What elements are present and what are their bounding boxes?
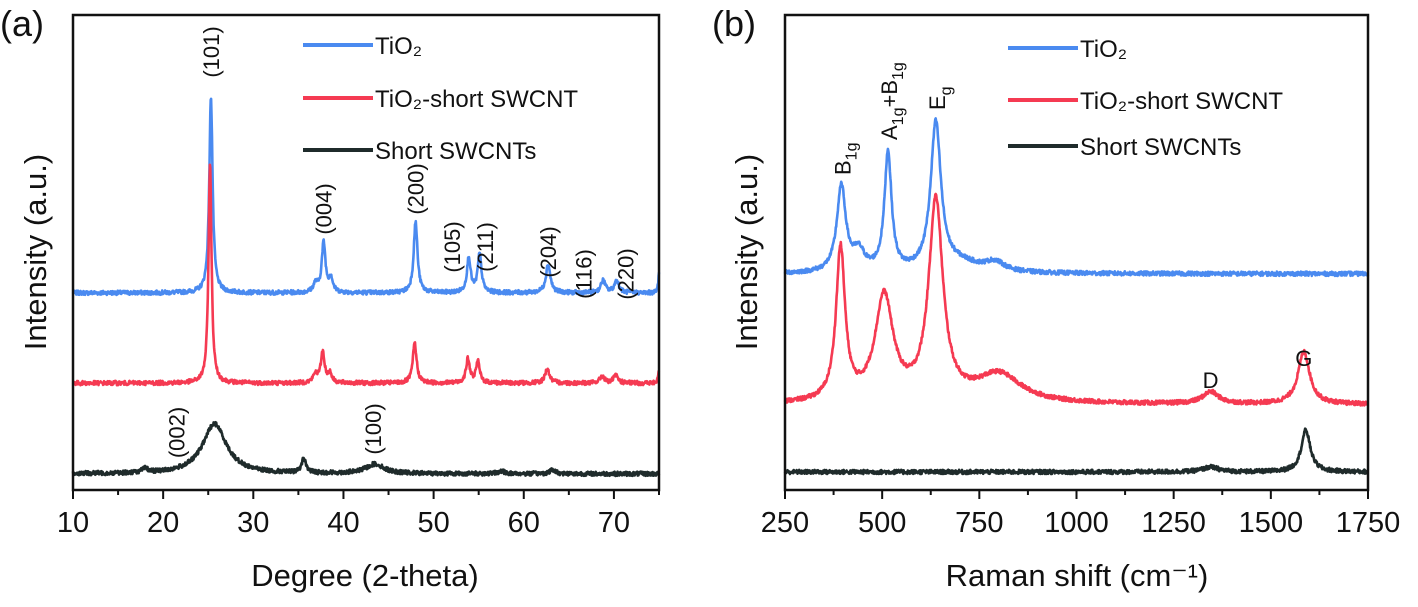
panel-b-raman: (b) Raman shift (cm⁻¹) Intensity (a.u.) … — [712, 3, 1400, 593]
peak-label: G — [1295, 346, 1312, 371]
legend-label: TiO₂ — [375, 33, 422, 60]
x-tick-label: 1750 — [1336, 507, 1401, 539]
peak-label: Eg — [925, 86, 955, 110]
legend-label: TiO₂ — [1080, 36, 1127, 63]
peak-label-subscript: 1g — [890, 62, 907, 80]
plot-frame — [783, 13, 1370, 492]
legend-label: TiO₂-short SWCNT — [375, 86, 578, 113]
peak-label: (211) — [473, 222, 498, 272]
panel-a-y-axis-title: Intensity (a.u.) — [18, 154, 53, 350]
x-tick-label: 500 — [858, 507, 906, 539]
legend-label: TiO₂-short SWCNT — [1080, 88, 1283, 115]
peak-label: (004) — [312, 183, 337, 234]
peak-label: (204) — [536, 226, 561, 277]
peak-label-subscript: g — [938, 86, 955, 95]
series-line-2 — [71, 420, 661, 478]
series-line-1 — [71, 163, 661, 387]
series-line-1 — [783, 192, 1369, 407]
x-tick-label: 40 — [327, 507, 359, 539]
legend-label: Short SWCNTs — [1080, 134, 1241, 161]
series-line-2 — [783, 427, 1369, 476]
peak-label: (200) — [404, 163, 429, 214]
peak-label: (100) — [361, 403, 386, 454]
x-tick-label: 1000 — [1044, 507, 1109, 539]
x-tick-label: 1500 — [1239, 507, 1304, 539]
series-line-0 — [783, 117, 1370, 278]
x-tick-label: 1250 — [1141, 507, 1206, 539]
peak-label-text: G — [1295, 346, 1312, 371]
peak-label: B1g — [830, 143, 860, 175]
x-tick-label: 60 — [508, 507, 540, 539]
peak-label: (116) — [571, 249, 596, 299]
peak-label: D — [1203, 368, 1219, 393]
x-tick-label: 250 — [761, 507, 809, 539]
panel-b-x-axis-title: Raman shift (cm⁻¹) — [946, 558, 1209, 593]
peak-label: (002) — [165, 407, 190, 458]
peak-label-subscript: 1g — [843, 143, 860, 161]
x-tick-label: 10 — [57, 507, 89, 539]
peak-label: A1g+B1g — [877, 62, 907, 140]
x-tick-label: 30 — [237, 507, 269, 539]
peak-label: (220) — [613, 248, 638, 299]
peak-label-text: A — [877, 125, 902, 140]
x-tick-label: 20 — [147, 507, 179, 539]
panel-a-x-axis-title: Degree (2-theta) — [251, 558, 478, 593]
series-line-0 — [71, 97, 661, 297]
peak-label-text: E — [925, 95, 950, 110]
peak-label: (105) — [440, 221, 465, 272]
peak-label-text: +B — [877, 80, 902, 108]
legend-label: Short SWCNTs — [375, 138, 536, 165]
peak-label-text: D — [1203, 368, 1219, 393]
panel-b-label: (b) — [712, 3, 756, 44]
peak-label: (101) — [199, 26, 224, 77]
plot-frame — [71, 13, 661, 492]
panel-a-xrd: (a) Degree (2-theta) Intensity (a.u.) 10… — [0, 3, 661, 593]
peak-label-text: B — [830, 160, 855, 175]
x-tick-label: 750 — [955, 507, 1003, 539]
x-tick-label: 50 — [417, 507, 449, 539]
x-tick-label: 70 — [598, 507, 630, 539]
panel-b-y-axis-title: Intensity (a.u.) — [729, 154, 764, 350]
peak-label-subscript: 1g — [890, 108, 907, 126]
panel-a-label: (a) — [0, 3, 44, 44]
